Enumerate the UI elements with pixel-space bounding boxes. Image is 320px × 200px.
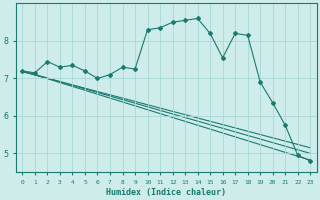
X-axis label: Humidex (Indice chaleur): Humidex (Indice chaleur) <box>106 188 226 197</box>
